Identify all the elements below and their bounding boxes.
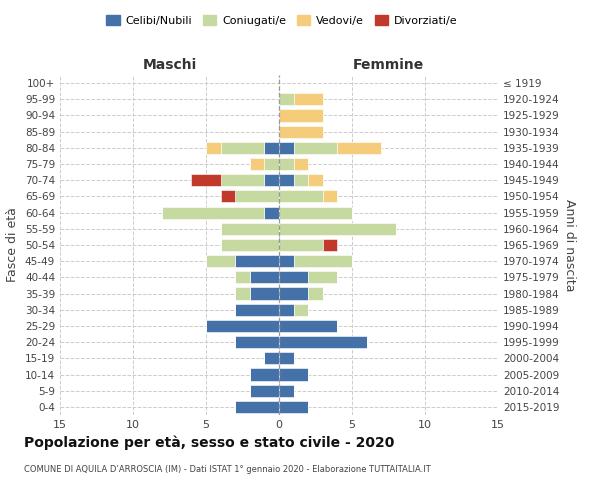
Bar bbox=[293, 142, 337, 154]
Bar bbox=[279, 93, 293, 106]
Bar bbox=[221, 174, 265, 186]
Bar bbox=[279, 174, 293, 186]
Text: Maschi: Maschi bbox=[142, 58, 197, 72]
Bar bbox=[162, 206, 265, 218]
Bar bbox=[279, 239, 323, 251]
Bar bbox=[235, 190, 279, 202]
Bar bbox=[221, 222, 279, 235]
Bar bbox=[221, 239, 279, 251]
Bar bbox=[265, 352, 279, 364]
Bar bbox=[191, 174, 221, 186]
Bar bbox=[293, 304, 308, 316]
Bar bbox=[293, 158, 308, 170]
Legend: Celibi/Nubili, Coniugati/e, Vedovi/e, Divorziati/e: Celibi/Nubili, Coniugati/e, Vedovi/e, Di… bbox=[102, 10, 462, 30]
Bar bbox=[279, 320, 337, 332]
Bar bbox=[279, 401, 308, 413]
Bar bbox=[235, 401, 279, 413]
Text: Femmine: Femmine bbox=[353, 58, 424, 72]
Bar bbox=[250, 288, 279, 300]
Bar bbox=[235, 304, 279, 316]
Bar bbox=[279, 368, 308, 380]
Bar bbox=[235, 272, 250, 283]
Bar bbox=[265, 174, 279, 186]
Bar bbox=[250, 384, 279, 397]
Bar bbox=[221, 190, 235, 202]
Bar bbox=[235, 336, 279, 348]
Bar bbox=[323, 190, 337, 202]
Bar bbox=[279, 272, 308, 283]
Bar bbox=[279, 336, 367, 348]
Bar bbox=[293, 255, 352, 268]
Bar bbox=[279, 126, 323, 138]
Bar bbox=[235, 288, 250, 300]
Bar bbox=[279, 304, 293, 316]
Y-axis label: Fasce di età: Fasce di età bbox=[7, 208, 19, 282]
Bar bbox=[308, 272, 337, 283]
Bar bbox=[235, 255, 279, 268]
Bar bbox=[265, 158, 279, 170]
Bar bbox=[308, 174, 323, 186]
Bar bbox=[206, 142, 221, 154]
Bar bbox=[250, 368, 279, 380]
Bar bbox=[279, 288, 308, 300]
Bar bbox=[308, 288, 323, 300]
Bar bbox=[279, 222, 396, 235]
Text: COMUNE DI AQUILA D’ARROSCIA (IM) - Dati ISTAT 1° gennaio 2020 - Elaborazione TUT: COMUNE DI AQUILA D’ARROSCIA (IM) - Dati … bbox=[24, 465, 431, 474]
Bar bbox=[279, 190, 323, 202]
Bar bbox=[279, 255, 293, 268]
Bar bbox=[265, 142, 279, 154]
Bar bbox=[206, 255, 235, 268]
Text: Popolazione per età, sesso e stato civile - 2020: Popolazione per età, sesso e stato civil… bbox=[24, 435, 394, 450]
Bar bbox=[250, 272, 279, 283]
Bar bbox=[279, 142, 293, 154]
Bar bbox=[279, 352, 293, 364]
Bar bbox=[293, 174, 308, 186]
Y-axis label: Anni di nascita: Anni di nascita bbox=[563, 198, 576, 291]
Bar bbox=[279, 110, 323, 122]
Bar bbox=[206, 320, 279, 332]
Bar bbox=[279, 206, 352, 218]
Bar bbox=[279, 158, 293, 170]
Bar bbox=[265, 206, 279, 218]
Bar bbox=[221, 142, 265, 154]
Bar bbox=[279, 384, 293, 397]
Bar bbox=[250, 158, 265, 170]
Bar bbox=[293, 93, 323, 106]
Bar bbox=[323, 239, 337, 251]
Bar bbox=[337, 142, 381, 154]
